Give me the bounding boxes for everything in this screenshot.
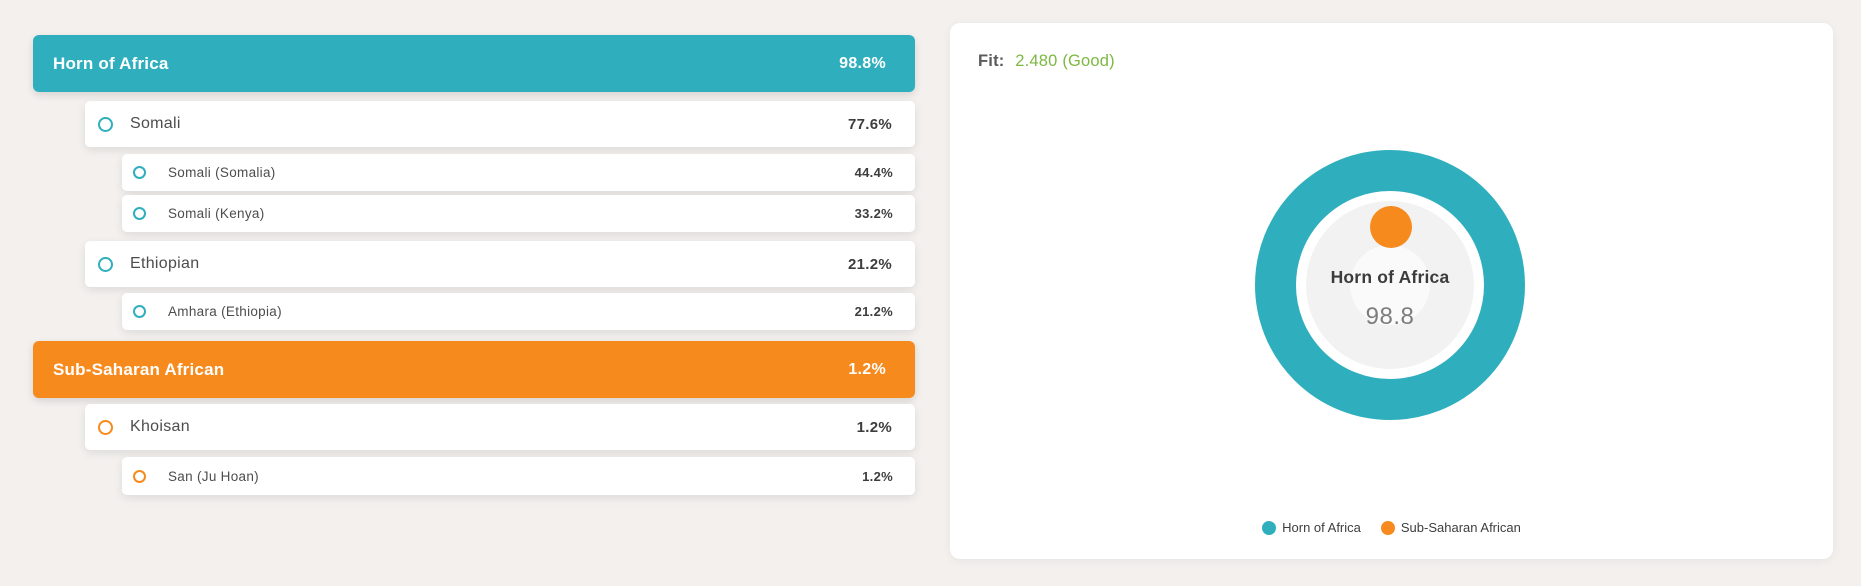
donut-center-label: Horn of Africa <box>1330 267 1450 287</box>
group-header-horn-of-africa[interactable]: Horn of Africa 98.8% <box>33 35 915 92</box>
legend-dot-icon <box>1380 520 1395 535</box>
fit-value: 2.480 (Good) <box>1015 52 1115 70</box>
population-row-somali-kenya[interactable]: Somali (Kenya) 33.2% <box>122 195 915 232</box>
legend-item-sub-saharan-african[interactable]: Sub-Saharan African <box>1380 520 1521 535</box>
legend-dot-icon <box>1262 520 1277 535</box>
group-label: Horn of Africa <box>53 53 169 73</box>
population-label: San (Ju Hoan) <box>168 468 259 484</box>
donut-bubble-sub-saharan-african[interactable] <box>1370 206 1412 248</box>
fit-score-line: Fit: 2.480 (Good) <box>978 52 1115 71</box>
population-row-somali-somalia[interactable]: Somali (Somalia) 44.4% <box>122 154 915 191</box>
population-label: Somali (Kenya) <box>168 206 265 221</box>
group-label: Sub-Saharan African <box>53 359 225 379</box>
population-percentage: 44.4% <box>854 165 893 180</box>
donut-chart: Horn of Africa 98.8 <box>950 23 1833 559</box>
fit-chart-card: Fit: 2.480 (Good) Horn of Africa 98.8 Ho… <box>950 23 1833 559</box>
circle-outline-icon <box>98 419 113 435</box>
population-percentage: 21.2% <box>854 304 893 319</box>
population-label: Somali <box>130 115 181 132</box>
donut-center-disc <box>1350 245 1430 325</box>
group-header-sub-saharan-african[interactable]: Sub-Saharan African 1.2% <box>33 341 915 398</box>
population-percentage: 1.2% <box>862 468 893 484</box>
circle-outline-icon <box>133 207 146 220</box>
population-label: Ethiopian <box>130 255 200 272</box>
population-percentage: 1.2% <box>856 418 892 436</box>
legend-label: Horn of Africa <box>1282 520 1361 535</box>
population-percentage: 33.2% <box>854 206 893 221</box>
population-row-san-ju-hoan[interactable]: San (Ju Hoan) 1.2% <box>122 457 915 495</box>
circle-outline-icon <box>133 166 146 179</box>
population-row-ethiopian[interactable]: Ethiopian 21.2% <box>85 241 915 287</box>
legend-label: Sub-Saharan African <box>1400 520 1521 535</box>
donut-center-value: 98.8 <box>1365 303 1415 330</box>
fit-label: Fit: <box>978 52 1005 70</box>
population-percentage: 21.2% <box>847 255 892 273</box>
chart-legend: Horn of Africa Sub-Saharan African <box>950 520 1833 535</box>
population-percentage: 77.6% <box>847 115 892 133</box>
population-label: Amhara (Ethiopia) <box>168 304 282 319</box>
population-row-amhara-ethiopia[interactable]: Amhara (Ethiopia) 21.2% <box>122 293 915 330</box>
legend-item-horn-of-africa[interactable]: Horn of Africa <box>1262 520 1361 535</box>
population-label: Somali (Somalia) <box>168 165 276 180</box>
population-row-somali[interactable]: Somali 77.6% <box>85 101 915 147</box>
circle-outline-icon <box>98 116 113 132</box>
circle-outline-icon <box>133 469 146 483</box>
circle-outline-icon <box>133 305 146 318</box>
group-percentage: 1.2% <box>848 360 886 378</box>
ancestry-breakdown-list: Horn of Africa 98.8% Somali 77.6% Somali… <box>33 35 915 495</box>
population-row-khoisan[interactable]: Khoisan 1.2% <box>85 404 915 450</box>
population-label: Khoisan <box>130 418 190 435</box>
group-percentage: 98.8% <box>839 54 886 72</box>
circle-outline-icon <box>98 256 113 272</box>
